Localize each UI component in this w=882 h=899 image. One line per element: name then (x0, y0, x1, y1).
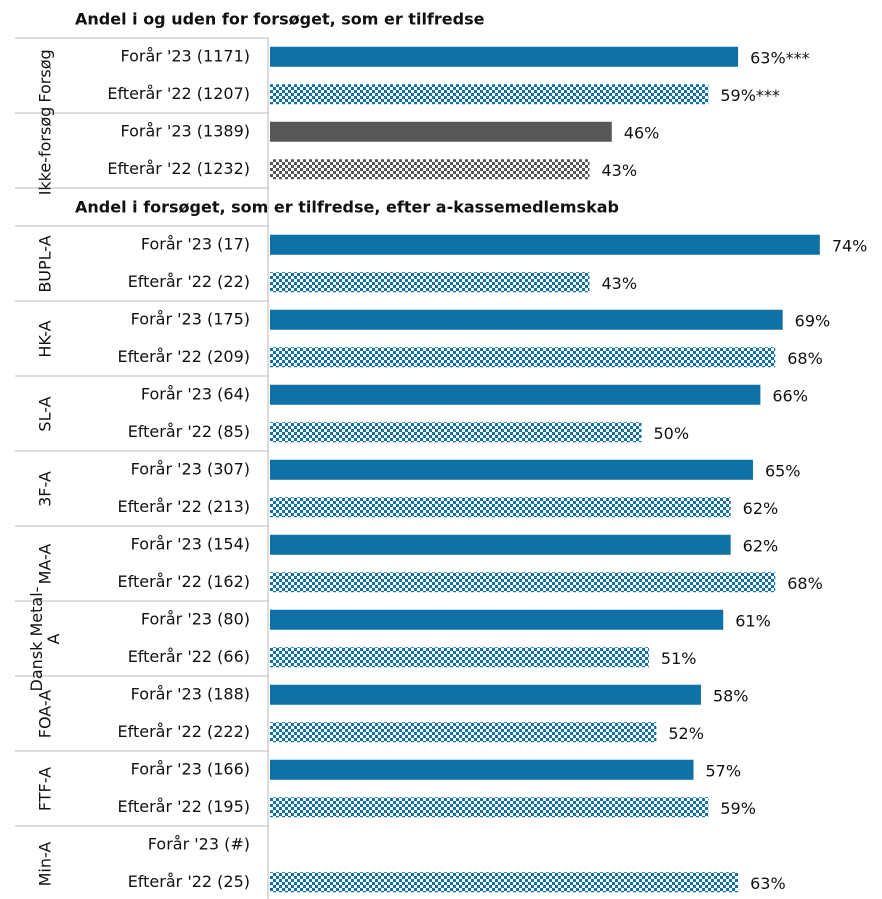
group-label: Min-A (35, 841, 55, 886)
bar (270, 234, 820, 255)
value-label: 57% (706, 761, 742, 780)
bar (270, 684, 701, 705)
bar (270, 422, 642, 443)
bar (270, 347, 776, 368)
category-label: Efterår '22 (209) (118, 347, 251, 366)
value-label: 68% (787, 349, 823, 368)
value-label: 62% (743, 536, 779, 555)
bar (270, 647, 649, 668)
category-label: Efterår '22 (222) (118, 722, 251, 741)
value-label: 74% (832, 236, 868, 255)
bar (270, 309, 783, 330)
category-label: Forår '23 (1171) (120, 46, 250, 65)
value-label: 63% (750, 874, 786, 893)
category-label: Efterår '22 (25) (128, 872, 250, 891)
value-label: 61% (735, 611, 771, 630)
section-title: Andel i og uden for forsøget, som er til… (75, 10, 485, 29)
bar (270, 459, 753, 480)
bar (270, 384, 761, 405)
bar (270, 121, 612, 142)
bar (270, 759, 694, 780)
bar (270, 497, 731, 518)
category-label: Forår '23 (17) (141, 234, 250, 253)
bar (270, 84, 709, 105)
category-label: Efterår '22 (85) (128, 422, 250, 441)
bar (270, 722, 657, 743)
category-label: Forår '23 (307) (131, 459, 250, 478)
category-label: Efterår '22 (162) (118, 572, 251, 591)
bar (270, 872, 739, 893)
bar (270, 797, 709, 818)
bar (270, 534, 731, 555)
category-label: Forår '23 (188) (131, 684, 250, 703)
group-label: Ikke-forsøg (35, 106, 55, 195)
value-label: 65% (765, 461, 801, 480)
value-label: 59% (720, 799, 756, 818)
category-label: Forår '23 (64) (141, 384, 250, 403)
category-label: Forår '23 (#) (148, 834, 250, 853)
section-title: Andel i forsøget, som er tilfredse, efte… (75, 198, 619, 217)
value-label: 43% (601, 274, 637, 293)
category-label: Forår '23 (154) (131, 534, 250, 553)
category-label: Forår '23 (1389) (120, 121, 250, 140)
value-label: 66% (772, 386, 808, 405)
category-label: Forår '23 (166) (131, 759, 250, 778)
bar (270, 572, 776, 593)
value-label: 52% (668, 724, 704, 743)
category-label: Efterår '22 (195) (118, 797, 251, 816)
value-label: 68% (787, 574, 823, 593)
category-label: Forår '23 (175) (131, 309, 250, 328)
value-label: 43% (601, 161, 637, 180)
bar (270, 46, 739, 67)
value-label: 51% (661, 649, 697, 668)
value-label: 63%*** (750, 48, 810, 67)
category-label: Efterår '22 (1232) (107, 159, 250, 178)
category-label: Efterår '22 (1207) (107, 84, 250, 103)
category-label: Efterår '22 (22) (128, 272, 250, 291)
value-label: 59%*** (720, 86, 780, 105)
bar (270, 609, 724, 630)
category-label: Efterår '22 (213) (118, 497, 251, 516)
value-label: 58% (713, 686, 749, 705)
value-label: 46% (624, 123, 660, 142)
category-label: Forår '23 (80) (141, 609, 250, 628)
bar (270, 272, 590, 293)
value-label: 69% (795, 311, 831, 330)
value-label: 50% (654, 424, 690, 443)
value-label: 62% (743, 499, 779, 518)
category-label: Efterår '22 (66) (128, 647, 250, 666)
bar (270, 159, 590, 180)
